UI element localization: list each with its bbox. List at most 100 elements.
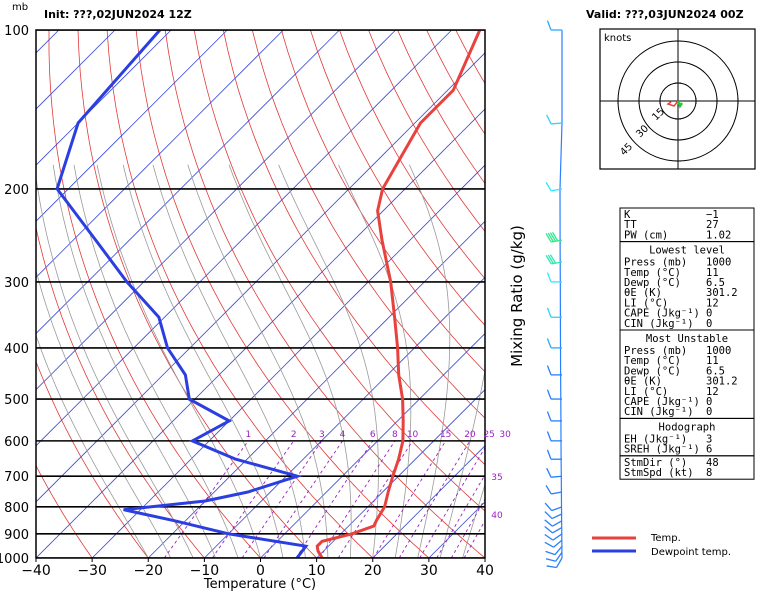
unstable-row-value: 12: [706, 386, 719, 398]
unstable-row-value: 1000: [706, 345, 731, 357]
pressure-tick-label: 800: [4, 501, 29, 516]
temperature-tick-label: −20: [133, 563, 163, 579]
unstable-row-label: CAPE (Jkg⁻¹): [624, 396, 700, 408]
temperature-tick-label: 0: [256, 563, 265, 579]
lowest-row-label: θE (K): [624, 287, 662, 299]
unstable-row-value: 0: [706, 396, 712, 408]
temperature-tick-label: 40: [476, 563, 494, 579]
index-row-label: TT: [624, 219, 637, 231]
lowest-row-value: 6.5: [706, 277, 725, 289]
wind-barb: [544, 539, 563, 548]
hodo-row-label: SREH (Jkg⁻¹): [624, 444, 700, 456]
pressure-tick-label: 100: [4, 24, 29, 39]
mixing-ratio-line: [419, 446, 485, 558]
wind-barb: [546, 557, 563, 569]
moist-adiabat: [278, 164, 379, 558]
unstable-row-label: CIN (Jkg⁻¹): [624, 406, 694, 418]
index-row-label: K: [624, 209, 631, 221]
isotherm: [36, 108, 485, 558]
indices-box: [619, 455, 755, 480]
moist-adiabat: [36, 334, 149, 558]
wind-barb: [544, 533, 563, 541]
wind-barbs: [544, 20, 563, 569]
moist-adiabat: [484, 556, 485, 558]
mixing-ratio-value: 20: [464, 430, 476, 440]
wind-barb: [546, 389, 562, 400]
pressure-tick-label: 300: [4, 276, 29, 291]
index-row-value: 1.02: [706, 229, 731, 241]
mixing-ratio-labels: 1 2 3 4 6 8 10 15 20 25 30 35 40: [245, 430, 511, 521]
isotherm: [36, 52, 485, 503]
wind-barb: [546, 431, 562, 442]
index-row-value: 27: [706, 219, 719, 231]
thermo-background-lines: [36, 30, 485, 558]
pressure-tick-label: 600: [4, 435, 29, 450]
storm-row-value: 8: [706, 467, 712, 479]
moist-adiabat: [52, 164, 216, 558]
wind-staff-line: [559, 30, 563, 559]
pressure-tick-label: 400: [4, 342, 29, 357]
unstable-row-label: Press (mb): [624, 345, 687, 357]
temperature-tick-label: 20: [364, 563, 382, 579]
moist-adiabat: [122, 164, 284, 558]
wind-barb: [546, 449, 562, 460]
index-row-value: −1: [706, 209, 719, 221]
isotherm: [147, 220, 485, 558]
unstable-row-label: Dewp (°C): [624, 365, 681, 377]
moist-adiabat: [152, 164, 306, 558]
dry-adiabat: [281, 30, 485, 373]
temperature-tick-label: −30: [77, 563, 107, 579]
wind-barb: [546, 338, 562, 349]
hodograph: knots 15 30 45: [599, 28, 756, 170]
lowest-row-value: 1000: [706, 257, 731, 269]
mixing-ratio-value: 4: [340, 430, 346, 440]
isotherm: [36, 30, 340, 335]
pressure-axis: 100 200 300 400 500 600 700 800 900 1000: [0, 24, 29, 567]
wind-barb: [546, 365, 562, 376]
wind-barb: [544, 526, 563, 534]
storm-row-label: StmSpd (kt): [624, 467, 694, 479]
dry-adiabat: [106, 30, 374, 558]
wind-barb: [546, 114, 563, 125]
moist-adiabat: [187, 164, 329, 558]
wind-barb: [544, 511, 563, 520]
mixing-ratio-value: 1: [245, 430, 251, 440]
dewpoint-trace: [55, 30, 309, 558]
pressure-tick-label: 500: [4, 393, 29, 408]
mixing-ratio-value: 15: [440, 430, 451, 440]
lowest-row-value: 12: [706, 297, 719, 309]
lowest-row-value: 301.2: [706, 287, 738, 299]
unstable-row-value: 301.2: [706, 376, 738, 388]
mixing-ratio-value: 10: [407, 430, 419, 440]
dry-adiabat: [222, 30, 485, 466]
hodograph-upper-trace: [676, 100, 684, 109]
hodograph-trace: [666, 100, 679, 107]
hodograph-units: knots: [604, 33, 631, 44]
unstable-row-label: Temp (°C): [624, 355, 681, 367]
lowest-row-label: Dewp (°C): [624, 277, 681, 289]
mixing-ratio-line: [436, 473, 485, 558]
isotherm: [36, 30, 396, 391]
moist-adiabat: [96, 164, 261, 558]
wind-barb: [544, 519, 563, 527]
dry-adiabat: [48, 30, 261, 558]
index-row-label: PW (cm): [624, 229, 668, 241]
moist-adiabat: [462, 483, 485, 558]
wind-barb: [545, 551, 563, 562]
isotherm: [36, 30, 228, 222]
wind-barb: [546, 272, 562, 283]
temperature-trace: [315, 30, 482, 558]
mixing-ratio-value: 30: [499, 430, 511, 440]
temperature-axis: −40 −30 −20 −10 0 10 20 30 40: [21, 558, 494, 579]
dry-adiabat: [36, 225, 205, 558]
dry-adiabat: [251, 30, 485, 419]
mixing-ratio-axis-label: Mixing Ratio (g/kg): [508, 225, 526, 367]
wind-barb: [546, 307, 562, 318]
pressure-tick-label: 700: [4, 470, 29, 485]
legend: Temp. Dewpoint temp.: [592, 533, 731, 558]
unstable-row-value: 0: [706, 406, 712, 418]
wind-barb: [546, 20, 562, 31]
moist-adiabat: [338, 164, 412, 558]
